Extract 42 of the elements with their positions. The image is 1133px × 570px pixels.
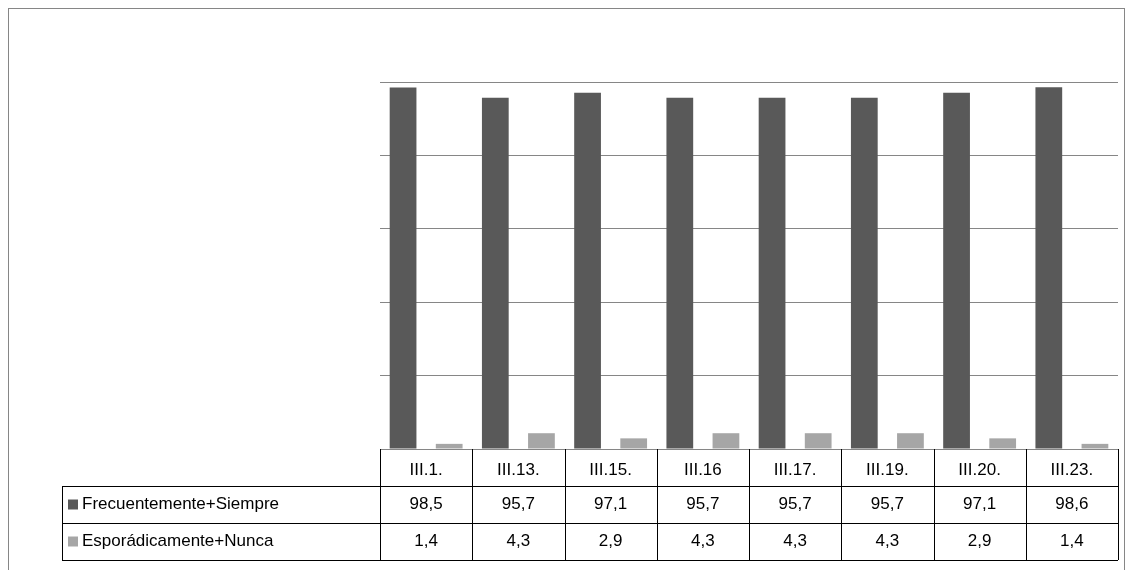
data-label: 2,9: [598, 531, 623, 551]
data-label: 95,7: [870, 494, 904, 514]
legend-label: Esporádicamente+Nunca: [82, 531, 274, 551]
bar: [389, 87, 417, 449]
legend-label: Frecuentemente+Siempre: [82, 494, 280, 514]
data-label: 4,3: [691, 531, 715, 551]
data-label: 4,3: [783, 531, 807, 551]
bar: [943, 92, 970, 449]
bar: [758, 97, 786, 449]
data-label: 95,7: [501, 494, 535, 514]
bar: [481, 97, 509, 449]
bar: [1035, 87, 1063, 449]
x-tick-label: III.16: [683, 459, 722, 479]
bar: [897, 433, 924, 449]
x-tick-label: III.20.: [958, 459, 1001, 479]
bar: [528, 433, 555, 449]
bar: [804, 433, 832, 449]
bar: [850, 97, 878, 449]
data-label: 1,4: [1060, 531, 1084, 551]
data-label: 98,6: [1055, 494, 1089, 514]
data-label: 95,7: [778, 494, 812, 514]
bar: [620, 438, 648, 449]
x-tick-label: III.15.: [589, 459, 632, 479]
bar: [712, 433, 740, 449]
x-tick-label: III.17.: [773, 459, 817, 479]
x-tick-label: III.13.: [497, 459, 540, 479]
data-label: 98,5: [409, 494, 443, 514]
bar: [1081, 443, 1109, 449]
data-label: 4,3: [875, 531, 900, 551]
data-label: 2,9: [967, 531, 992, 551]
data-label: 97,1: [594, 494, 628, 514]
x-tick-label: III.19.: [866, 459, 909, 479]
bar: [435, 443, 463, 449]
x-tick-label: III.1.: [409, 459, 443, 479]
bar: [989, 438, 1017, 449]
bar: [666, 97, 694, 449]
data-label: 95,7: [686, 494, 720, 514]
data-label: 1,4: [414, 531, 438, 551]
x-tick-label: III.23.: [1050, 459, 1094, 479]
data-label: 97,1: [963, 494, 997, 514]
bar: [574, 92, 601, 449]
data-label: 4,3: [506, 531, 531, 551]
